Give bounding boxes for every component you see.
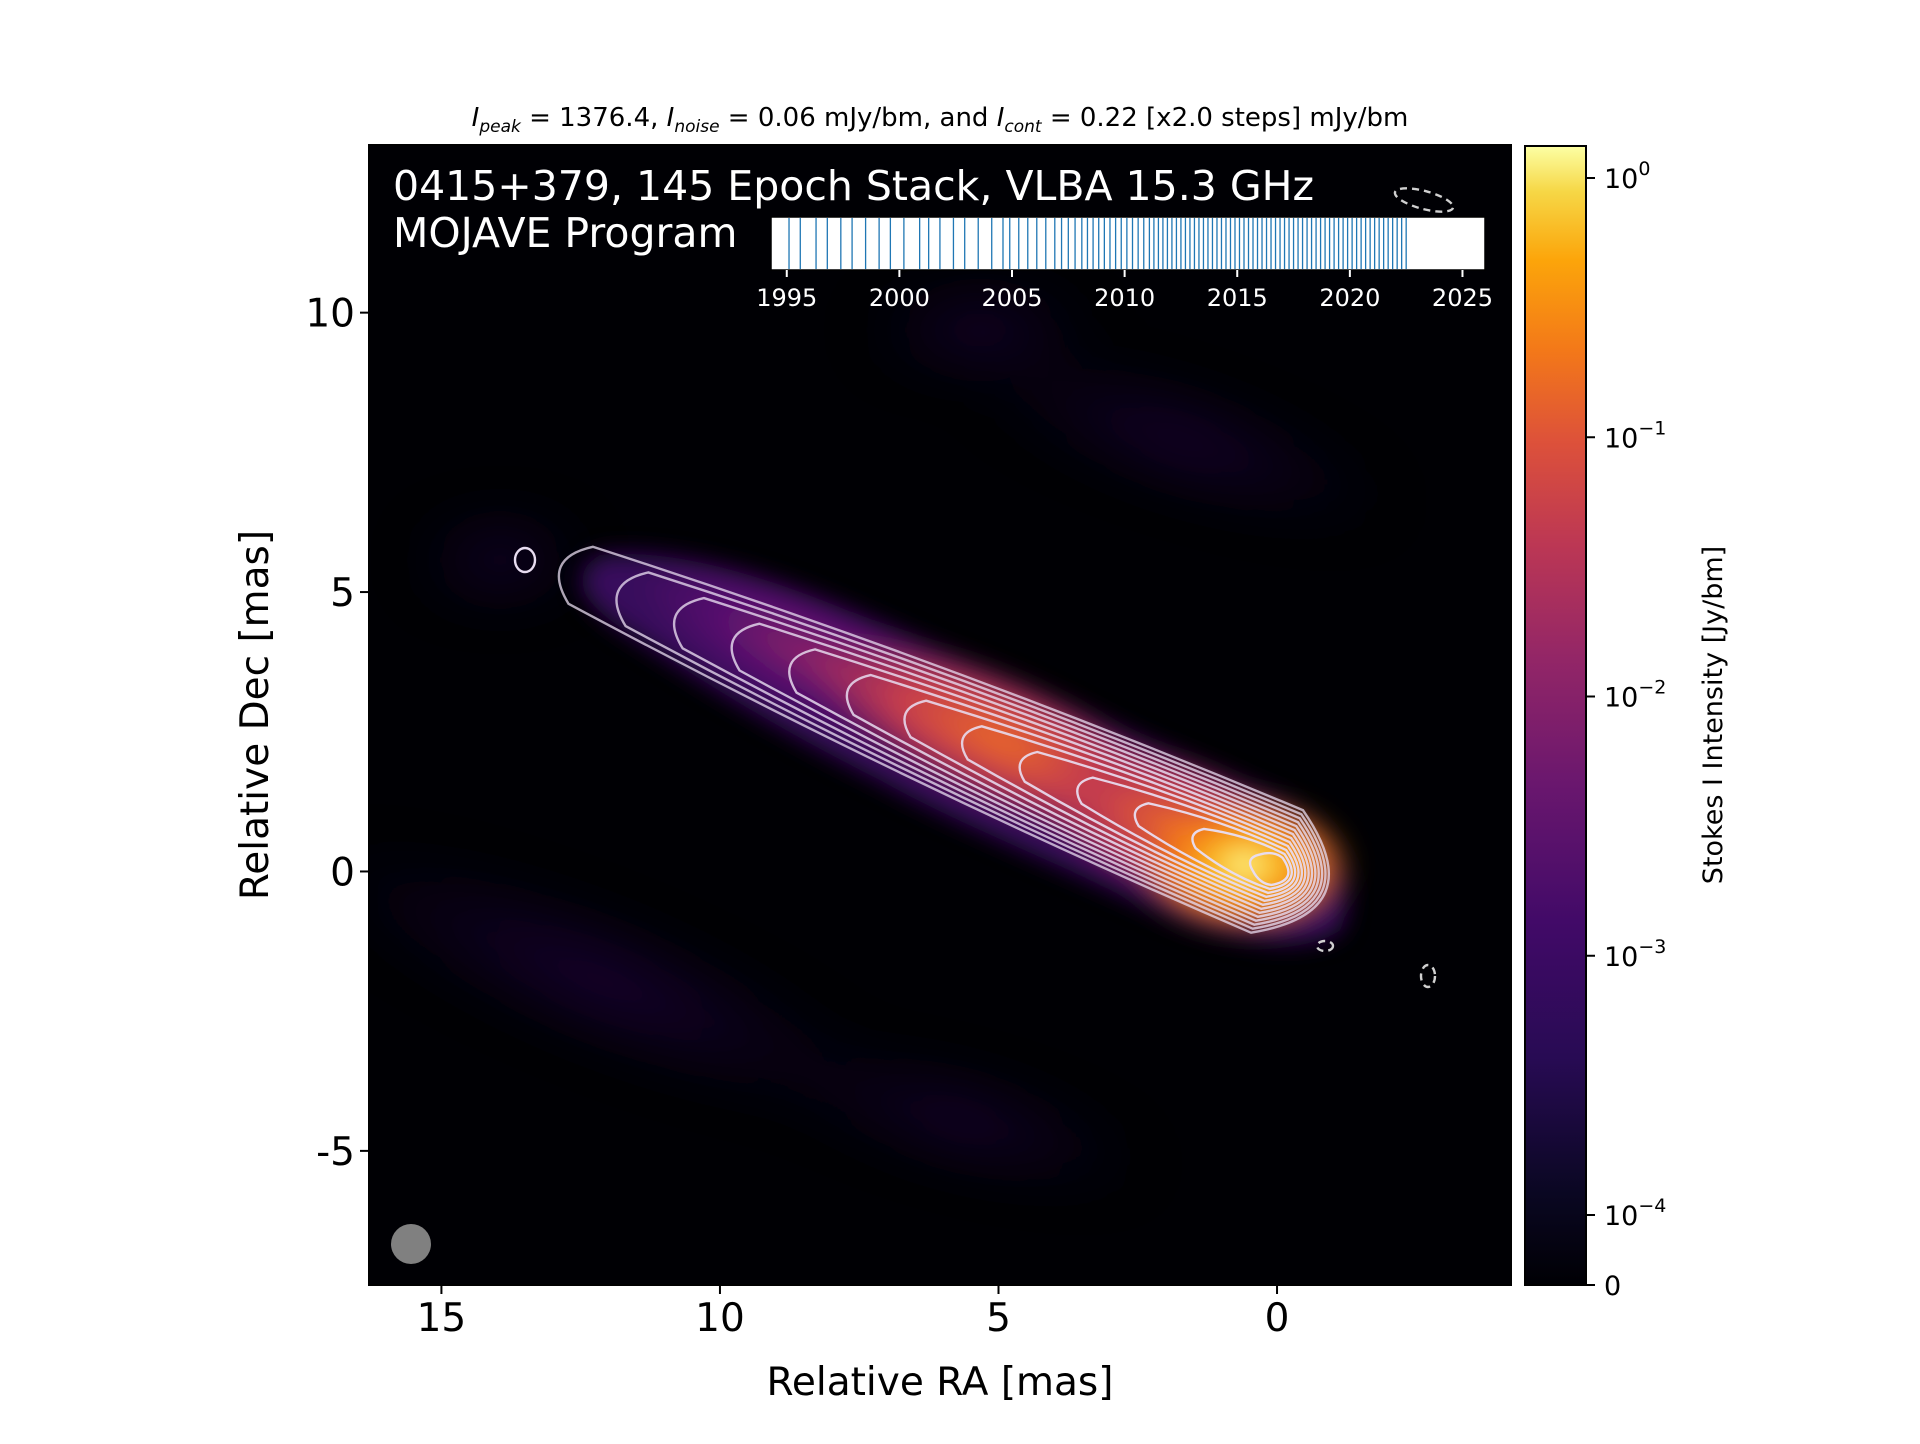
- colorbar-tick-label: 10−4: [1604, 1195, 1666, 1232]
- x-tick-label: 5: [986, 1296, 1011, 1341]
- timeline-tick-label: 2000: [869, 284, 930, 312]
- colorbar-ticks: 100 10−1 10−2 10−3 10−4 0: [1586, 158, 1666, 1302]
- y-tick-label: -5: [316, 1130, 355, 1175]
- colorbar-gradient: [1524, 145, 1587, 1286]
- negative-contour: [1393, 187, 1455, 213]
- source-annotation-line1: 0415+379, 145 Epoch Stack, VLBA 15.3 GHz: [393, 162, 1314, 210]
- epoch-lines: [788, 218, 1407, 269]
- negative-contour: [1315, 939, 1335, 953]
- colorbar: 100 10−1 10−2 10−3 10−4 0 Stokes I Intensity …: [1524, 145, 1729, 1302]
- contour-level: [845, 673, 1314, 915]
- y-tick-label: 0: [330, 850, 355, 895]
- colorbar-tick-label: 0: [1604, 1271, 1621, 1302]
- contour-level: [730, 622, 1320, 922]
- timeline-tick-label: 2020: [1319, 284, 1380, 312]
- beam-ellipse: [391, 1224, 431, 1264]
- timeline-tick-label: 2025: [1432, 284, 1493, 312]
- y-tick-label: 10: [305, 292, 355, 337]
- timeline-tick-label: 1995: [756, 284, 817, 312]
- contour-level: [1133, 802, 1297, 895]
- negative-contour: [1419, 963, 1437, 989]
- x-ticks: 15 10 5 0: [417, 1285, 1290, 1341]
- x-tick-label: 10: [695, 1296, 745, 1341]
- epoch-timeline-inset: 1995 2000 2005 2010 2015 2020 2025: [756, 216, 1493, 312]
- source-annotation-line2: MOJAVE Program: [393, 209, 737, 257]
- colorbar-tick-label: 10−3: [1604, 936, 1666, 973]
- y-axis-label: Relative Dec [mas]: [233, 530, 278, 900]
- contour-level: [672, 596, 1324, 926]
- colorbar-tick-label: 100: [1604, 158, 1650, 195]
- timeline-tick-label: 2015: [1207, 284, 1268, 312]
- contours: [557, 545, 1330, 934]
- y-ticks: 10 5 0 -5: [305, 292, 369, 1175]
- x-tick-label: 15: [417, 1296, 467, 1341]
- contour-level: [1191, 827, 1293, 891]
- colorbar-label: Stokes I Intensity [Jy/bm]: [1698, 546, 1729, 884]
- contour-level: [615, 571, 1327, 930]
- contour-level: [788, 648, 1317, 918]
- x-axis-label: Relative RA [mas]: [767, 1360, 1114, 1405]
- colorbar-tick-label: 10−2: [1604, 677, 1666, 714]
- timeline-ticks: 1995 2000 2005 2010 2015 2020 2025: [756, 270, 1493, 312]
- timeline-tick-label: 2005: [981, 284, 1042, 312]
- contour-level: [1248, 851, 1290, 887]
- contour-level: [903, 699, 1310, 911]
- timeline-background: [770, 216, 1486, 271]
- contour-level: [557, 545, 1330, 934]
- y-tick-label: 5: [330, 571, 355, 616]
- negative-contours: [1315, 187, 1455, 989]
- plot-title: Ipeak = 1376.4, Inoise = 0.06 mJy/bm, an…: [472, 103, 1409, 137]
- contour-level: [960, 725, 1307, 907]
- colorbar-tick-label: 10−1: [1604, 417, 1666, 454]
- isolated-contour: [513, 546, 537, 574]
- x-tick-label: 0: [1265, 1296, 1290, 1341]
- contour-level: [1076, 776, 1300, 899]
- image-axes: 15 10 5 0 10 5 0 -5 Relative RA [mas] Relative…: [233, 144, 1512, 1405]
- timeline-tick-label: 2010: [1094, 284, 1155, 312]
- contour-level: [1018, 750, 1304, 903]
- background-noise: [369, 290, 1400, 1185]
